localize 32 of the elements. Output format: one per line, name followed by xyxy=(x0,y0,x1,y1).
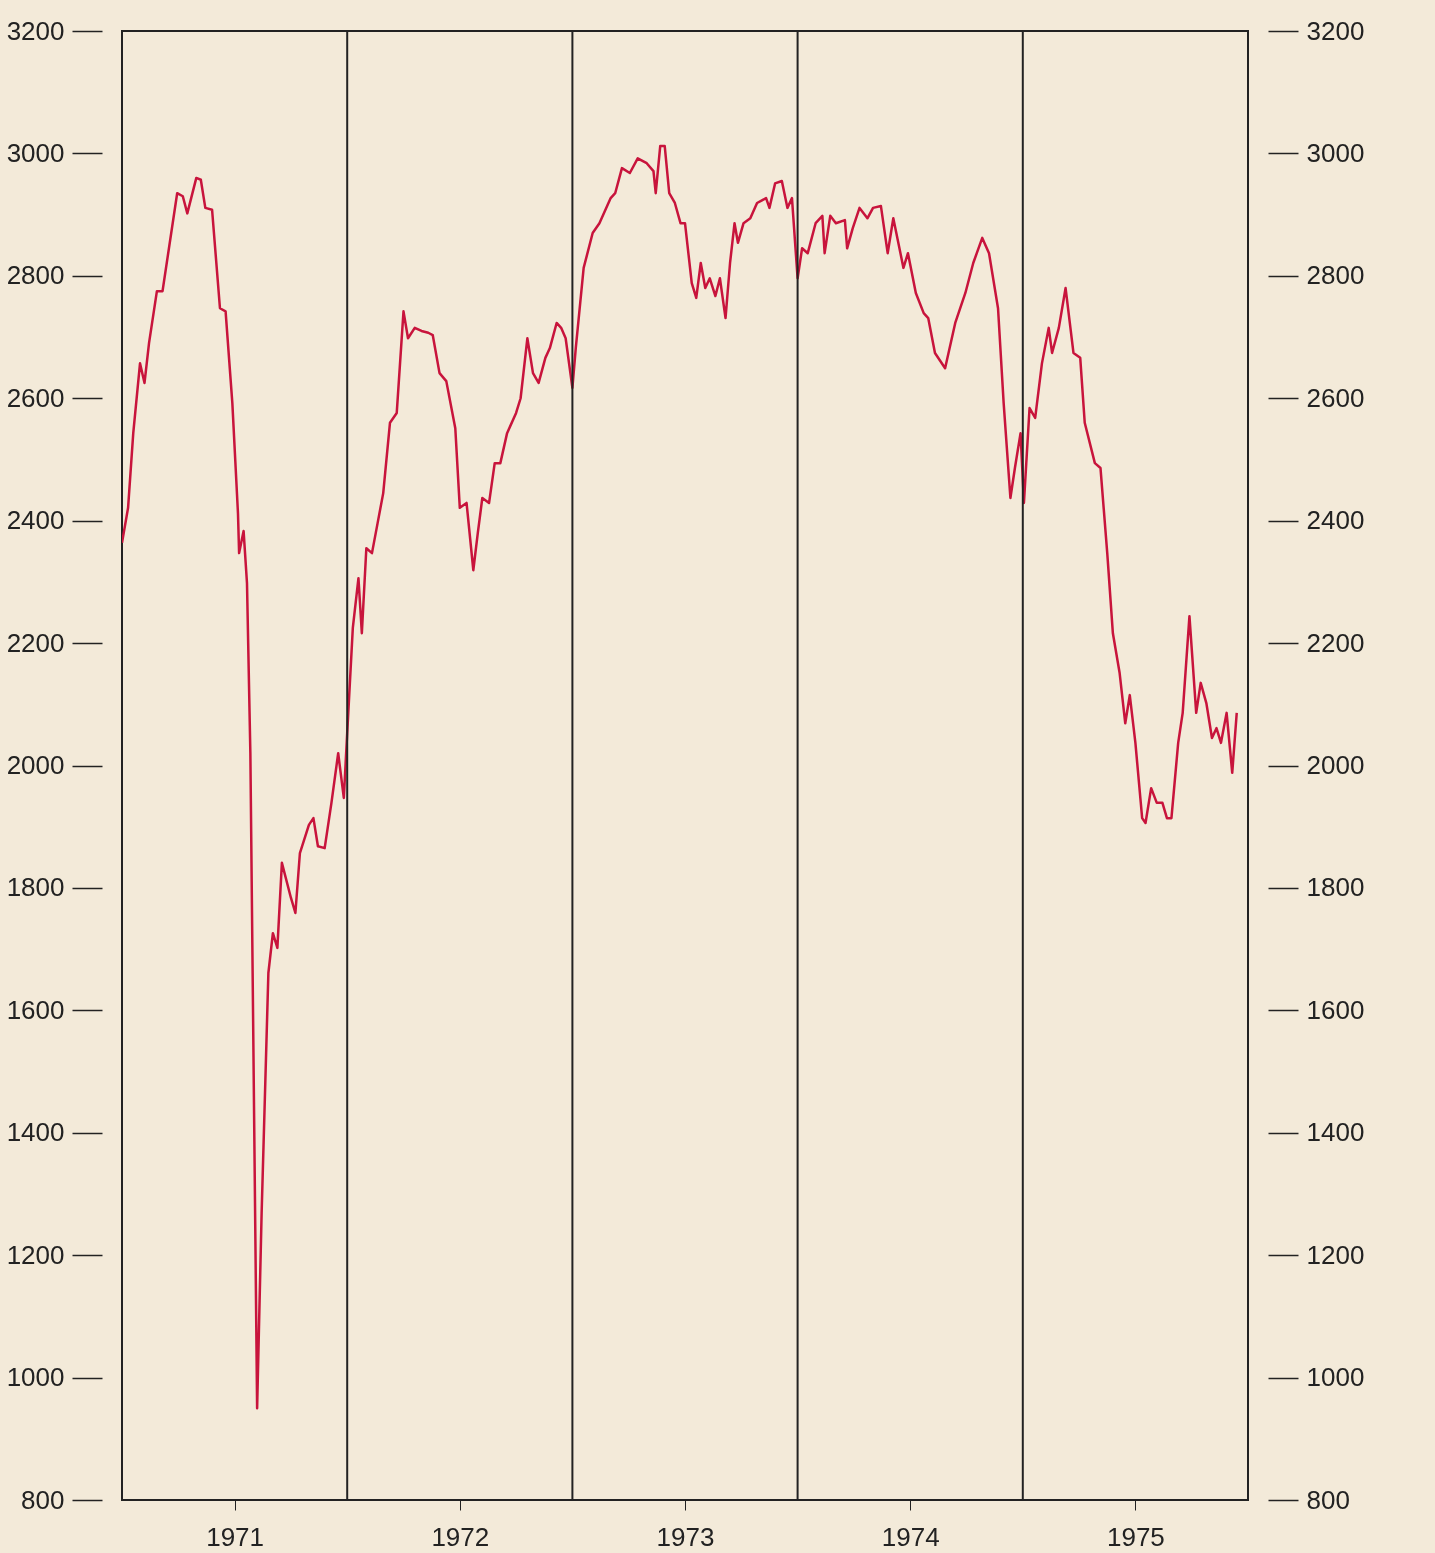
y2-tick-label: 2200 xyxy=(1306,627,1365,658)
y2-tick-label: 1800 xyxy=(1306,872,1365,903)
y-tick-label: 800 xyxy=(21,1484,65,1515)
y-tick-label: 2000 xyxy=(6,750,65,780)
y-tick-label: 1000 xyxy=(6,1362,65,1393)
y-tick-label: 3000 xyxy=(6,137,65,168)
y-tick-label: 2600 xyxy=(6,382,65,413)
x-tick-label: 1971 xyxy=(206,1521,265,1552)
y-tick-label: 1600 xyxy=(6,994,65,1025)
x-tick-label: 1973 xyxy=(656,1521,715,1552)
x-tick-label: 1972 xyxy=(431,1521,490,1552)
y2-tick-label: 1600 xyxy=(1306,994,1365,1025)
y-tick-label: 1400 xyxy=(6,1117,65,1148)
y-tick-label: 3200 xyxy=(6,15,65,46)
y-tick-label: 1200 xyxy=(6,1239,65,1270)
y2-tick-label: 1400 xyxy=(1306,1117,1365,1148)
y2-tick-label: 2400 xyxy=(1306,505,1365,536)
y2-tick-label: 1200 xyxy=(1306,1239,1365,1270)
x-tick-label: 1975 xyxy=(1106,1521,1165,1552)
y2-tick-label: 1000 xyxy=(1306,1362,1365,1393)
y-tick-label: 2400 xyxy=(6,505,65,536)
y-tick-label: 2800 xyxy=(6,260,65,291)
y2-tick-label: 2000 xyxy=(1306,750,1365,780)
y2-tick-label: 3200 xyxy=(1306,15,1365,46)
y-tick-label: 2200 xyxy=(6,627,65,658)
y2-tick-label: 3000 xyxy=(1306,137,1365,168)
x-tick-label: 1974 xyxy=(881,1521,940,1552)
y2-tick-label: 800 xyxy=(1306,1484,1350,1515)
y-tick-label: 1800 xyxy=(6,872,65,903)
y2-tick-label: 2800 xyxy=(1306,260,1365,291)
line-series xyxy=(122,144,1238,1410)
y2-tick-label: 2600 xyxy=(1306,382,1365,413)
